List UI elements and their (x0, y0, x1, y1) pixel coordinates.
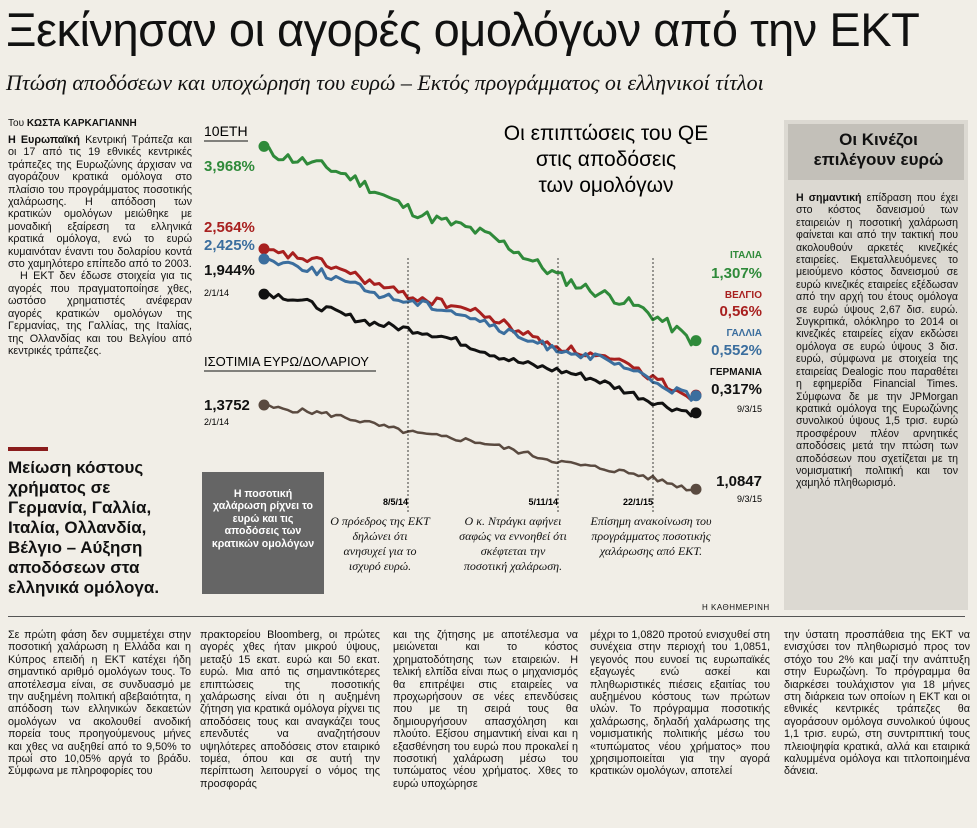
pullquote: Μείωση κόστους χρήματος σε Γερμανία, Γαλ… (8, 458, 160, 597)
yield-series-point-3-end (690, 407, 702, 419)
byline: Του ΚΩΣΤΑ ΚΑΡΚΑΓΙΑΝΝΗ (8, 118, 137, 129)
qe-annotation-box: Η ποσοτική χαλάρωση ρίχνει το ευρώ και τ… (202, 472, 324, 594)
yield-series-point-2-end (690, 390, 702, 402)
series-lines (258, 140, 702, 495)
fx-end-date: 9/3/15 (737, 494, 762, 504)
fx-series-point-0-end (690, 483, 702, 495)
body-c1-text: Σε πρώτη φάση δεν συμμετέχει στην ποσοτι… (8, 629, 191, 778)
sidebar-panel (784, 120, 968, 610)
body-column-1: Σε πρώτη φάση δεν συμμετέχει στην ποσοτι… (8, 629, 191, 825)
yield-start-date: 2/1/14 (204, 288, 229, 298)
fx-start-date: 2/1/14 (204, 417, 229, 427)
event-note-2: Ο κ. Ντράγκι αφήνει σαφώς να εννοηθεί ότ… (459, 514, 567, 573)
bond-yield-chart: 10ΕΤΗ Οι επιπτώσεις του QE στις αποδόσει… (204, 122, 762, 512)
fx-start-value: 1,3752 (204, 397, 250, 414)
event-date-3: 22/1/15 (623, 497, 653, 507)
byline-author: ΚΩΣΤΑ ΚΑΡΚΑΓΙΑΝΝΗ (26, 118, 137, 129)
yield-series-line-3 (263, 292, 697, 418)
event-note-3: Επίσημη ανακοίνωση του προγράμματος ποσο… (590, 514, 712, 558)
sidebar-text: Η σημαντική επίδραση που έχει στο κόστος… (796, 192, 958, 490)
yield-series-line-2 (263, 257, 698, 402)
yield-series-point-1-start (258, 243, 270, 255)
body-c4-text: μέχρι το 1,0820 προτού ενισχυθεί στη συν… (590, 629, 770, 778)
chart-title-line-1: Οι επιπτώσεις του QE (504, 122, 709, 145)
yield-end-date: 9/3/15 (737, 404, 762, 414)
fx-end-value: 1,0847 (716, 473, 762, 490)
belgium-end-value: 0,56% (719, 303, 762, 320)
event-date-2: 5/11/14 (528, 497, 558, 507)
italy-end-value: 1,307% (711, 265, 762, 282)
event-note-1: Ο πρόεδρος της ΕΚΤ δηλώνει ότι ανησυχεί … (330, 514, 430, 573)
sidebar-body: επίδραση που έχει στο κόστος δανεισμού τ… (796, 192, 958, 490)
subheadline: Πτώση αποδόσεων και υποχώρηση του ευρώ –… (6, 70, 764, 95)
body-column-4: μέχρι το 1,0820 προτού ενισχυθεί στη συν… (590, 629, 770, 825)
lead-p1-text: Κεντρική Τράπεζα και οι 17 από τις 19 εθ… (8, 134, 192, 271)
section-divider (8, 616, 965, 617)
body-c3-text: και της ζήτησης με αποτέλεσμα να μειώνετ… (393, 629, 578, 790)
chart-ylabel-fx: ΙΣΟΤΙΜΙΑ ΕΥΡΩ/ΔΟΛΑΡΙΟΥ (204, 354, 369, 369)
yield-series-point-3-start (258, 288, 270, 300)
sidebar-title: Οι Κινέζοι επιλέγουν ευρώ (813, 130, 944, 169)
body-c5-text: την ύστατη προσπάθεια της ΕΚΤ να ενισχύσ… (784, 629, 970, 778)
belgium-start-value: 2,564% (204, 219, 255, 236)
yield-series-line-1 (263, 247, 698, 402)
france-end-name: ΓΑΛΛΙΑ (727, 328, 762, 339)
sidebar-title-box (788, 124, 964, 180)
event-date-1: 8/5/14 (383, 497, 408, 507)
chart-title-line-2: στις αποδόσεις (536, 148, 676, 171)
yield-series-line-0 (263, 144, 698, 347)
lead-dropcap-bold: Η Ευρωπαϊκή (8, 134, 81, 146)
pullquote-rule (8, 447, 48, 451)
lead-paragraph-1: Η Ευρωπαϊκή Κεντρική Τράπεζα και οι 17 α… (8, 134, 192, 270)
germany-end-value: 0,317% (711, 381, 762, 398)
sidebar-lead-bold: Η σημαντική (796, 192, 862, 204)
headline: Ξεκίνησαν οι αγορές ομολόγων από την ΕΚΤ (6, 3, 920, 56)
chart-title-line-3: των ομολόγων (538, 174, 673, 197)
italy-start-value: 3,968% (204, 158, 255, 175)
byline-prefix: Του (8, 118, 27, 129)
body-column-3: και της ζήτησης με αποτέλεσμα να μειώνετ… (393, 629, 578, 825)
chart-credit: Η ΚΑΘΗΜΕΡΙΝΗ (702, 603, 770, 612)
body-column-5: την ύστατη προσπάθεια της ΕΚΤ να ενισχύσ… (784, 629, 970, 825)
lead-column: Η Ευρωπαϊκή Κεντρική Τράπεζα και οι 17 α… (8, 134, 192, 357)
yield-series-point-0-end (690, 335, 702, 347)
fx-series-point-0-start (258, 399, 270, 411)
france-end-value: 0,552% (711, 342, 762, 359)
belgium-end-name: ΒΕΛΓΙΟ (725, 290, 762, 301)
yield-series-point-0-start (258, 140, 270, 152)
fx-series-line-0 (263, 403, 697, 492)
body-column-2: πρακτορείου Bloomberg, οι πρώτες αγορές … (200, 629, 380, 825)
chart-ylabel-yields: 10ΕΤΗ (204, 123, 248, 139)
italy-end-name: ΙΤΑΛΙΑ (730, 250, 762, 261)
body-c2-text: πρακτορείου Bloomberg, οι πρώτες αγορές … (200, 629, 380, 790)
yield-series-point-2-start (258, 253, 270, 265)
lead-paragraph-2: Η ΕΚΤ δεν έδωσε στοιχεία για τις αγορές … (8, 270, 192, 357)
germany-start-value: 1,944% (204, 262, 255, 279)
germany-end-name: ΓΕΡΜΑΝΙΑ (710, 367, 762, 378)
france-start-value: 2,425% (204, 237, 255, 254)
